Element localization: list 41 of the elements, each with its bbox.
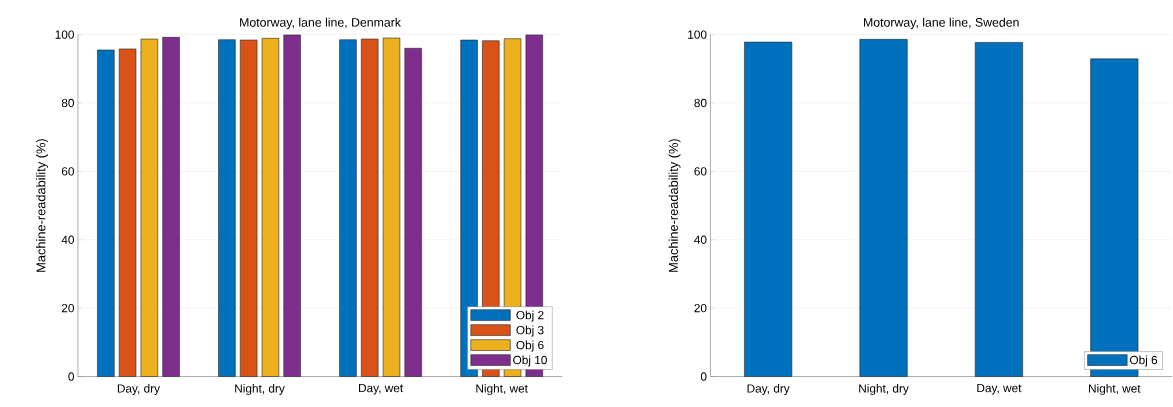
- y-tick-label: 60: [694, 167, 707, 176]
- x-tick-label: Day, dry: [747, 383, 790, 395]
- bar: [118, 48, 137, 377]
- bar: [339, 39, 357, 377]
- y-tick-label: 40: [694, 235, 707, 244]
- y-tick-label: 100: [55, 30, 74, 39]
- bar: [404, 47, 422, 377]
- legend-label: Obj 10: [513, 355, 547, 367]
- y-tick-label: 100: [688, 30, 707, 39]
- bar: [361, 38, 379, 377]
- y-tick-label: 80: [61, 98, 74, 108]
- x-tick-label: Night, dry: [859, 383, 909, 395]
- x-tick-label: Night, wet: [476, 383, 528, 395]
- y-axis-title: Machine-readability (%): [668, 139, 681, 272]
- legend-label: Obj 6: [1129, 355, 1158, 367]
- bar: [382, 37, 401, 377]
- chart-title: Motorway, lane line, Sweden: [864, 17, 1019, 30]
- y-axis-title: Machine-readability (%): [36, 139, 48, 272]
- y-tick-label: 0: [68, 372, 74, 381]
- bar: [140, 38, 159, 377]
- x-tick-label: Day, dry: [117, 383, 160, 395]
- bar: [283, 34, 301, 377]
- y-tick-label: 40: [61, 235, 74, 244]
- y-tick-label: 80: [694, 98, 707, 108]
- chart-title: Motorway, lane line, Denmark: [240, 17, 402, 30]
- bar: [162, 36, 180, 377]
- x-tick-label: Night, wet: [1089, 383, 1141, 395]
- x-tick-label: Day, wet: [359, 383, 404, 395]
- legend-label: Obj 2: [516, 310, 544, 322]
- y-tick-label: 0: [700, 372, 707, 381]
- bar: [239, 39, 258, 377]
- bar: [218, 39, 236, 377]
- y-tick-label: 20: [61, 303, 74, 313]
- x-tick-label: Day, wet: [977, 383, 1022, 395]
- legend-label: Obj 6: [516, 340, 544, 352]
- y-tick-label: 60: [61, 167, 74, 176]
- x-tick-label: Night, dry: [235, 383, 285, 395]
- y-tick-label: 20: [694, 303, 707, 313]
- legend-label: Obj 3: [516, 325, 544, 337]
- bar: [261, 37, 280, 377]
- bar: [97, 49, 115, 377]
